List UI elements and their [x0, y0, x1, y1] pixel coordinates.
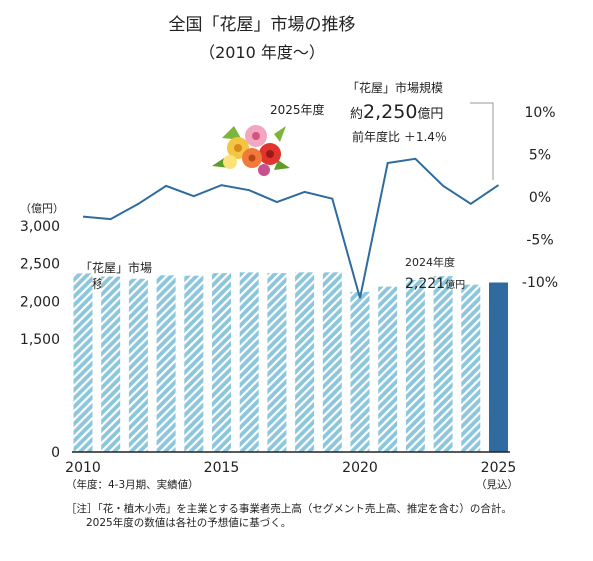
bar-series-label-line1: 「花屋」市場 [80, 260, 152, 275]
x-tick-label: 2020 [342, 460, 378, 476]
bar-forecast [489, 282, 508, 452]
left-tick-label: 1,500 [20, 332, 60, 348]
x-axis-ticks: 2010 2015 2020 2025 [65, 460, 516, 476]
bar [433, 276, 453, 452]
bar [461, 284, 481, 452]
left-tick-label: 2,000 [20, 294, 60, 310]
yoy-growth-line [82, 157, 500, 299]
annotation-2025-value: 約2,250億円 [350, 101, 443, 123]
left-axis-ticks: 0 1,500 2,000 2,500 3,000 [20, 219, 60, 461]
chart-subtitle: （2010 年度～） [199, 43, 325, 62]
bar [212, 273, 231, 452]
bar [239, 272, 259, 452]
x-tick-label: 2015 [204, 460, 240, 476]
right-tick-label: 10% [524, 105, 555, 121]
annotation-2024-value: 2,221億円 [405, 276, 465, 292]
left-axis-unit: （億円） [20, 202, 64, 215]
annotation-2025-number: 2,250 [363, 101, 417, 123]
left-tick-label: 2,500 [20, 257, 60, 273]
right-tick-label: -10% [522, 275, 558, 291]
flower-bouquet-icon [212, 125, 290, 176]
bar [73, 273, 93, 452]
bar [378, 286, 398, 452]
forecast-label: （見込） [476, 479, 518, 491]
left-tick-label: 3,000 [20, 219, 60, 235]
annotation-2025-yoy: 前年度比 ＋1.4％ [352, 129, 447, 144]
right-tick-label: 5% [529, 148, 551, 164]
chart-title: 全国「花屋」市場の推移 [169, 15, 356, 35]
bar [156, 275, 176, 452]
x-axis-note: （年度：4-3月期、実績値） [66, 478, 199, 491]
right-axis-ticks: 10% 5% 0% -5% -10% [522, 105, 558, 291]
bar-series [73, 272, 508, 452]
annotation-2025-year: 2025年度 [270, 102, 325, 117]
bar [267, 273, 287, 452]
annotation-2024-number: 2,221 [405, 276, 445, 292]
x-tick-label: 2010 [65, 460, 101, 476]
right-tick-label: 0% [529, 190, 551, 206]
bar [184, 275, 204, 452]
bar [101, 276, 121, 452]
right-tick-label: -5% [526, 233, 553, 249]
bar [322, 272, 342, 452]
x-tick-label: 2025 [481, 460, 517, 476]
annotation-2025-label: 「花屋」市場規模 [347, 80, 443, 95]
annotation-2024-year: 2024年度 [405, 255, 455, 269]
annotation-2024-unit: 億円 [445, 278, 465, 291]
annotation-2025-prefix: 約 [350, 107, 363, 122]
bar [350, 291, 370, 452]
footnote-1: ［注］「花・植木小売」を主業とする事業者売上高（セグメント売上高、推定を含む）の… [66, 502, 512, 515]
annotation-2025-leader-line [470, 102, 494, 180]
bar [128, 278, 148, 452]
bar [295, 272, 315, 452]
footnote-2: 2025年度の数値は各社の予想値に基づく。 [86, 516, 291, 529]
annotation-2025-unit: 億円 [417, 106, 443, 122]
bar [405, 279, 425, 452]
left-tick-label: 0 [51, 445, 60, 461]
